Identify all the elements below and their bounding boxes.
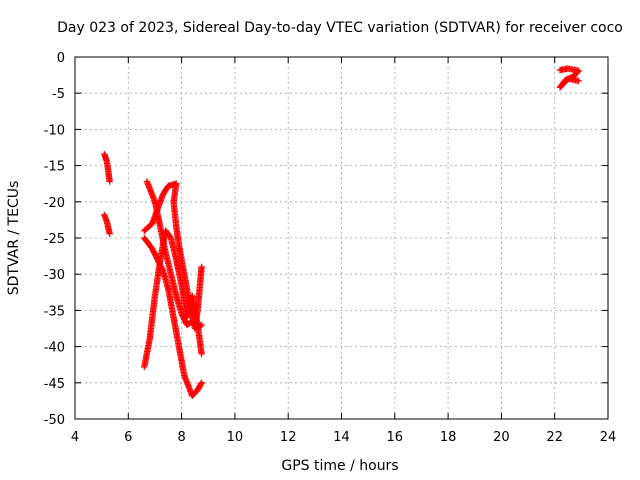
x-tick-label: 8	[177, 430, 185, 445]
data-point	[106, 230, 113, 237]
y-tick-label: -30	[44, 268, 65, 283]
y-tick-label: -25	[44, 232, 65, 247]
data-point	[198, 379, 205, 386]
y-tick-label: -20	[44, 196, 65, 211]
x-tick-label: 18	[440, 430, 457, 445]
y-tick-label: -15	[44, 160, 65, 175]
x-tick-label: 22	[546, 430, 563, 445]
y-tick-label: -10	[44, 123, 65, 138]
y-axis-title: SDTVAR / TECUs	[6, 181, 22, 296]
x-tick-label: 12	[280, 430, 297, 445]
y-tick-label: -50	[44, 413, 65, 428]
y-tick-label: 0	[57, 51, 65, 66]
data-points	[101, 65, 582, 400]
data-point	[575, 77, 582, 85]
x-tick-label: 20	[493, 430, 510, 445]
x-tick-label: 4	[71, 430, 79, 445]
y-tick-label: -5	[52, 87, 65, 102]
x-tick-label: 10	[227, 430, 244, 445]
y-tick-label: -40	[44, 341, 65, 356]
data-point	[197, 380, 205, 388]
grid-layer	[75, 57, 608, 419]
data-point	[106, 178, 113, 185]
y-tick-label: -45	[44, 377, 65, 392]
x-tick-label: 6	[124, 430, 132, 445]
x-tick-label: 16	[387, 430, 404, 445]
x-tick-label: 14	[333, 430, 350, 445]
x-axis-title: GPS time / hours	[281, 458, 398, 474]
data-point	[198, 350, 205, 358]
axis-ticks: 4 6 8 10 12 14 16 18 20 22 24 0 -5 -10 -15 -20 -25 -30 -35…	[44, 51, 617, 445]
y-tick-label: -35	[44, 304, 65, 319]
data-point	[198, 263, 205, 271]
x-tick-label: 24	[600, 430, 617, 445]
chart-title: Day 023 of 2023, Sidereal Day-to-day VTE…	[57, 20, 623, 36]
